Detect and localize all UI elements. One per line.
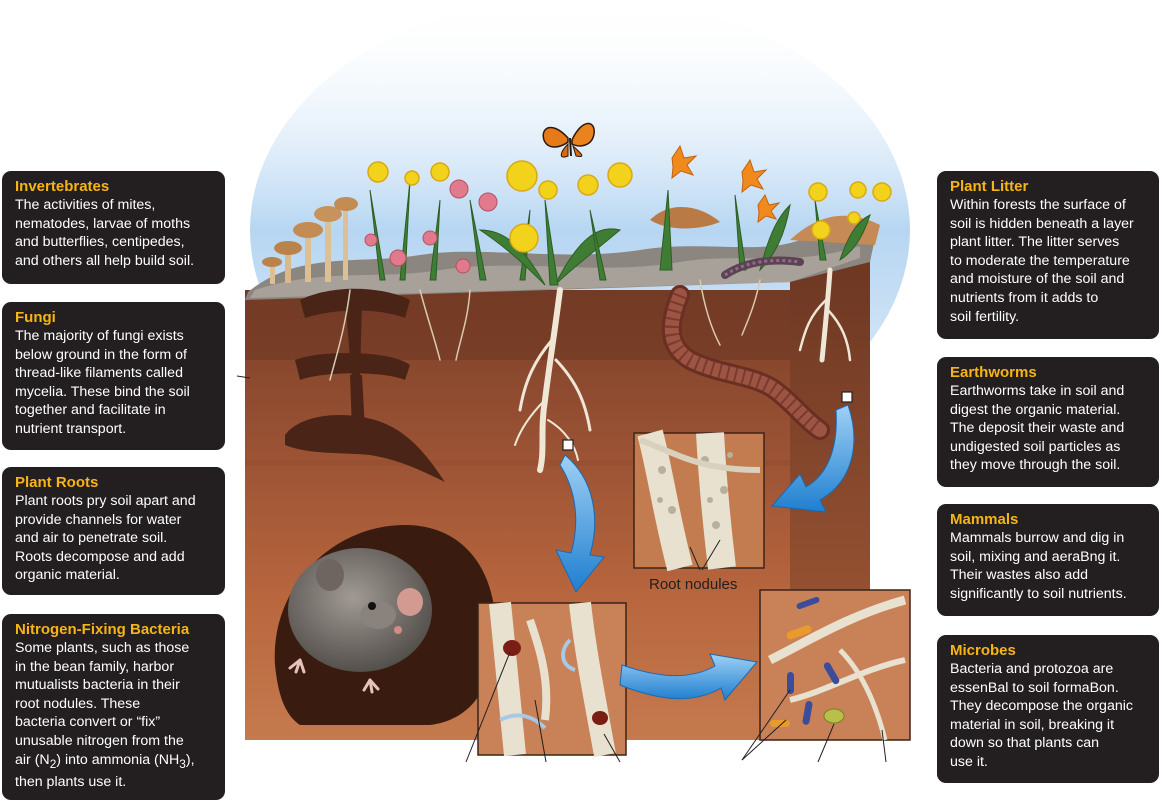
card-text: Mammals burrow and dig in soil, mixing a… bbox=[950, 530, 1127, 602]
card-mammals: Mammals Mammals burrow and dig in soil, … bbox=[937, 504, 1159, 616]
card-fungi: Fungi The majority of fungi exists below… bbox=[2, 302, 225, 450]
card-plant-roots: Plant Roots Plant roots pry soil apart a… bbox=[2, 467, 225, 595]
card-text: Bacteria and protozoa are essenBal to so… bbox=[950, 661, 1133, 770]
pink-flowers bbox=[364, 179, 498, 274]
zoom-arrows bbox=[555, 404, 855, 702]
card-microbes: Microbes Bacteria and protozoa are essen… bbox=[937, 635, 1159, 783]
card-text: Within forests the surface of soil is hi… bbox=[950, 197, 1134, 325]
mammal-burrow bbox=[274, 525, 496, 725]
microbes-inset bbox=[759, 589, 911, 741]
card-text: Some plants, such as those in the bean f… bbox=[15, 640, 195, 790]
centipede bbox=[721, 256, 804, 279]
card-text: Earthworms take in soil and digest the o… bbox=[950, 383, 1125, 474]
card-nitrogen-fixing-bacteria: Nitrogen-Fixing Bacteria Some plants, su… bbox=[2, 614, 225, 800]
yellow-flowers bbox=[367, 160, 892, 253]
card-invertebrates: Invertebrates The activities of mites, n… bbox=[2, 171, 225, 284]
root-nodules-inset bbox=[633, 429, 765, 572]
card-text: The activities of mites, nematodes, larv… bbox=[15, 197, 195, 269]
card-text: Plant roots pry soil apart and provide c… bbox=[15, 493, 196, 584]
leader-lines bbox=[236, 375, 887, 763]
fungi-tunnel bbox=[285, 288, 445, 482]
card-earthworms: Earthworms Earthworms take in soil and d… bbox=[937, 357, 1159, 487]
card-text: The majority of fungi exists below groun… bbox=[15, 328, 190, 437]
orange-lilies bbox=[671, 144, 781, 224]
plants bbox=[369, 179, 871, 286]
card-title: Microbes bbox=[950, 642, 1016, 659]
card-title: Fungi bbox=[15, 309, 56, 326]
plant-roots bbox=[329, 267, 852, 473]
mushrooms bbox=[262, 197, 358, 284]
butterfly bbox=[542, 122, 595, 158]
card-title: Earthworms bbox=[950, 364, 1037, 381]
card-title: Plant Litter bbox=[950, 178, 1029, 195]
card-title: Invertebrates bbox=[15, 178, 110, 195]
card-title: Plant Roots bbox=[15, 474, 99, 491]
earthworm bbox=[661, 285, 830, 440]
card-title: Nitrogen-Fixing Bacteria bbox=[15, 621, 190, 638]
root-nodules-label: Root nodules bbox=[649, 576, 738, 593]
card-title: Mammals bbox=[950, 511, 1019, 528]
invertebrate-inset bbox=[477, 601, 627, 757]
card-plant-litter: Plant Litter Within forests the surface … bbox=[937, 171, 1159, 339]
